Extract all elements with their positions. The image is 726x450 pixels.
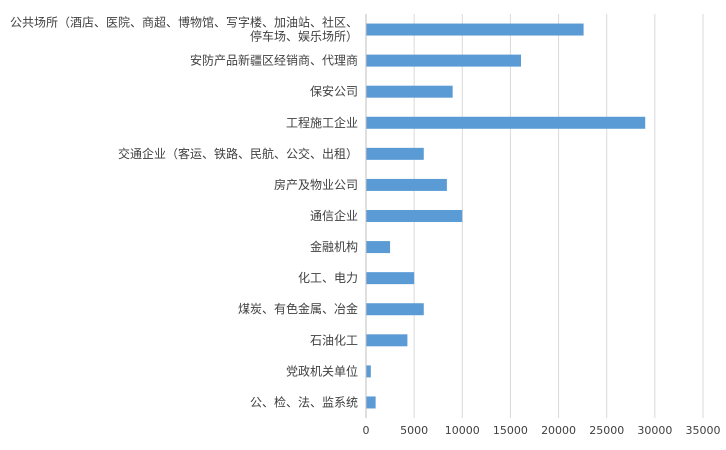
x-tick-label-7: 35000 xyxy=(686,424,721,437)
category-label-4: 交通企业（客运、铁路、民航、公交、出租） xyxy=(118,146,358,161)
category-label-6-line-0: 通信企业 xyxy=(310,208,358,223)
x-tick-label-5: 25000 xyxy=(589,424,624,437)
gridlines xyxy=(413,14,704,418)
category-label-10: 石油化工 xyxy=(310,333,358,347)
bar-8 xyxy=(366,272,415,285)
x-tick-label-1: 5000 xyxy=(400,424,428,437)
category-label-7-line-0: 金融机构 xyxy=(310,239,358,254)
x-tick-label-2: 10000 xyxy=(445,424,480,437)
bar-6 xyxy=(366,210,463,222)
bar-5 xyxy=(366,178,447,191)
bar-12 xyxy=(366,396,376,409)
bar-3 xyxy=(366,116,646,129)
category-label-3: 工程施工企业 xyxy=(286,115,358,130)
category-label-4-line-0: 交通企业（客运、铁路、民航、公交、出租） xyxy=(118,146,358,161)
category-label-3-line-0: 工程施工企业 xyxy=(286,115,358,130)
category-label-5-line-0: 房产及物业公司 xyxy=(274,177,358,192)
category-label-8-line-0: 化工、电力 xyxy=(298,271,358,285)
bar-7 xyxy=(366,241,391,254)
category-label-8: 化工、电力 xyxy=(298,271,358,285)
x-tick-label-3: 15000 xyxy=(493,424,528,437)
bar-11 xyxy=(366,365,371,378)
category-label-12: 公、检、法、监系统 xyxy=(250,394,358,409)
category-label-10-line-0: 石油化工 xyxy=(310,333,358,347)
bar-4 xyxy=(366,147,424,160)
category-label-0-line-1: 停车场、娱乐场所） xyxy=(250,29,358,44)
x-tick-label-6: 30000 xyxy=(637,424,672,437)
category-label-1-line-0: 安防产品新疆区经销商、代理商 xyxy=(190,53,358,68)
category-labels: 公共场所（酒店、医院、商超、博物馆、写字楼、加油站、社区、停车场、娱乐场所） 安防… xyxy=(10,15,358,410)
bar-1 xyxy=(366,54,522,67)
category-label-0-line-0: 公共场所（酒店、医院、商超、博物馆、写字楼、加油站、社区、 xyxy=(10,15,358,30)
category-label-9-line-0: 煤炭、有色金属、冶金 xyxy=(238,301,358,316)
category-label-11: 党政机关单位 xyxy=(286,363,358,378)
x-tick-labels: 0 5000 10000 15000 20000 25000 30000 35000 xyxy=(363,424,721,437)
bars xyxy=(366,23,646,409)
bar-10 xyxy=(366,334,408,347)
category-label-6: 通信企业 xyxy=(310,208,358,223)
category-label-9: 煤炭、有色金属、冶金 xyxy=(238,301,358,316)
category-label-0: 公共场所（酒店、医院、商超、博物馆、写字楼、加油站、社区、停车场、娱乐场所） xyxy=(10,15,358,44)
category-label-2-line-0: 保安公司 xyxy=(310,84,358,99)
x-tick-label-4: 20000 xyxy=(541,424,576,437)
category-label-7: 金融机构 xyxy=(310,239,358,254)
category-label-11-line-0: 党政机关单位 xyxy=(286,363,358,378)
bar-0 xyxy=(366,23,584,36)
bar-2 xyxy=(366,85,453,98)
category-label-2: 保安公司 xyxy=(310,84,358,99)
category-label-5: 房产及物业公司 xyxy=(274,177,358,192)
x-tick-label-0: 0 xyxy=(363,424,370,437)
category-label-12-line-0: 公、检、法、监系统 xyxy=(250,394,358,409)
category-label-1: 安防产品新疆区经销商、代理商 xyxy=(190,53,358,68)
bar-9 xyxy=(366,303,424,316)
